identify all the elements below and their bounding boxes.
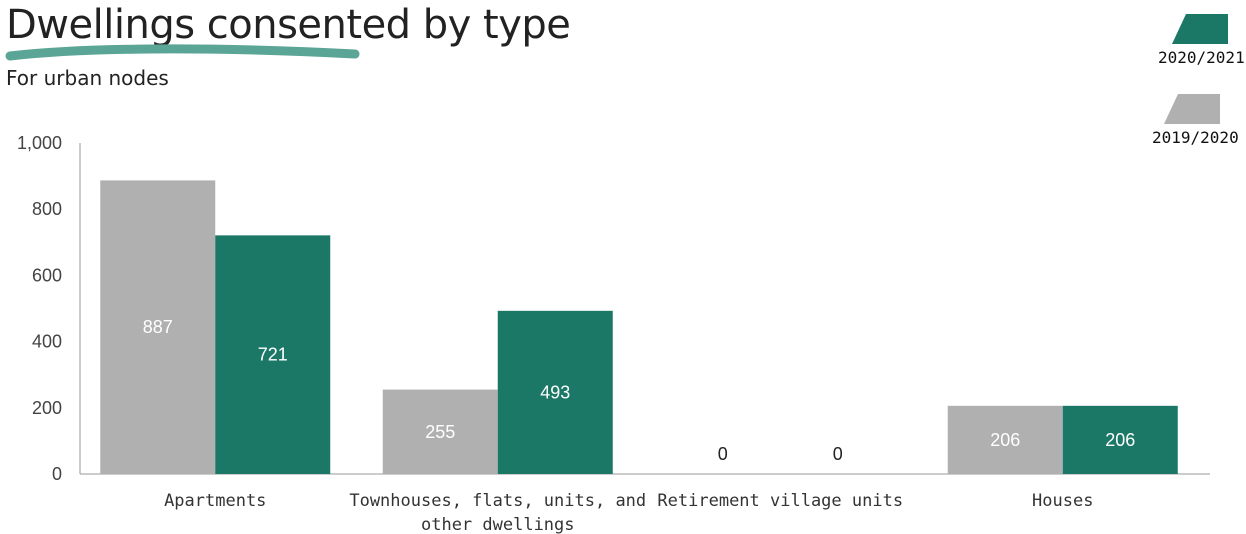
bar-2020-2021 bbox=[1062, 405, 1178, 474]
bar-2019-2020 bbox=[947, 405, 1063, 474]
data-label-2020-2021: 721 bbox=[258, 345, 288, 365]
bar-2020-2021 bbox=[215, 235, 331, 474]
data-label-2020-2021: 206 bbox=[1105, 430, 1135, 450]
y-tick-label: 400 bbox=[32, 332, 62, 352]
data-label-2020-2021: 0 bbox=[833, 444, 843, 464]
y-tick-label: 0 bbox=[52, 464, 62, 484]
y-tick-label: 800 bbox=[32, 199, 62, 219]
legend-item-2020-2021: 2020/2021 bbox=[1150, 14, 1246, 70]
legend-label-2020-2021: 2020/2021 bbox=[1158, 48, 1245, 67]
category-label: Apartments bbox=[164, 491, 266, 511]
legend-item-2019-2020: 2019/2020 bbox=[1146, 92, 1246, 152]
bar-2019-2020 bbox=[100, 180, 216, 474]
data-label-2020-2021: 493 bbox=[540, 382, 570, 402]
title-underline-decoration bbox=[5, 44, 360, 61]
y-tick-label: 200 bbox=[32, 398, 62, 418]
legend-swatch-2020-2021 bbox=[1172, 14, 1228, 44]
y-tick-label: 600 bbox=[32, 265, 62, 285]
category-label: Houses bbox=[1032, 491, 1093, 511]
category-label: Retirement village units bbox=[657, 491, 903, 511]
legend-swatch-2019-2020 bbox=[1164, 94, 1220, 124]
data-label-2019-2020: 0 bbox=[718, 444, 728, 464]
data-label-2019-2020: 255 bbox=[425, 422, 455, 442]
legend-label-2019-2020: 2019/2020 bbox=[1152, 128, 1239, 147]
bar-2019-2020 bbox=[382, 389, 498, 474]
category-label: Townhouses, flats, units, and bbox=[349, 491, 646, 511]
data-label-2019-2020: 206 bbox=[990, 430, 1020, 450]
data-label-2019-2020: 887 bbox=[143, 317, 173, 337]
bar-2020-2021 bbox=[497, 310, 613, 474]
chart-title: Dwellings consented by type bbox=[6, 2, 571, 48]
y-tick-label: 1,000 bbox=[17, 133, 62, 153]
chart-subtitle: For urban nodes bbox=[6, 66, 169, 90]
category-label: other dwellings bbox=[421, 515, 575, 534]
